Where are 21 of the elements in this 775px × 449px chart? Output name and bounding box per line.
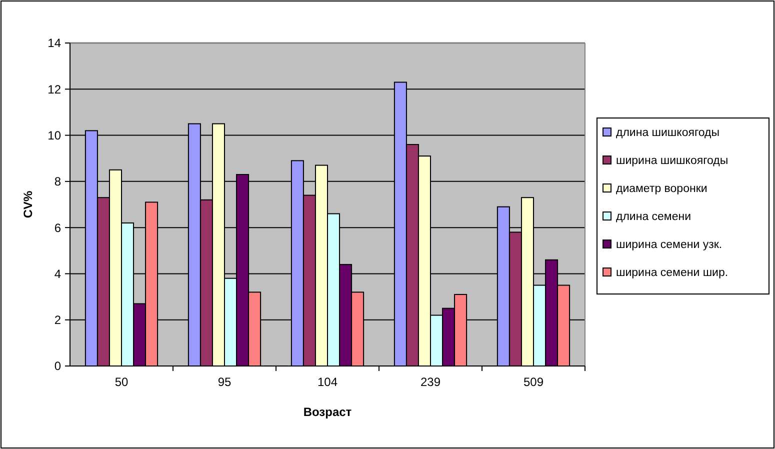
y-tick-label: 12 xyxy=(48,82,62,96)
legend-label: диаметр воронки xyxy=(616,183,708,195)
x-tick-label: 50 xyxy=(114,375,128,389)
x-tick-label: 95 xyxy=(218,375,232,389)
y-tick-label: 6 xyxy=(54,220,62,235)
y-tick-label: 14 xyxy=(48,36,62,50)
legend-label: ширина шишкоягоды xyxy=(616,155,728,167)
legend-label: длина шишкоягоды xyxy=(616,127,720,139)
legend-label: ширина семени шир. xyxy=(616,267,728,279)
y-axis-title: CV% xyxy=(21,190,35,218)
x-axis-title: Возраст xyxy=(303,405,352,419)
legend-label: ширина семени узк. xyxy=(616,239,722,251)
y-tick-label: 8 xyxy=(54,174,62,189)
y-tick-label: 4 xyxy=(54,266,62,281)
y-tick-label: 0 xyxy=(54,359,62,374)
y-tick-label: 2 xyxy=(54,313,62,328)
x-tick-label: 104 xyxy=(317,375,338,389)
x-tick-label: 239 xyxy=(420,375,441,389)
y-tick-label: 10 xyxy=(48,128,62,142)
legend-label: длина семени xyxy=(616,211,692,223)
x-tick-label: 509 xyxy=(523,375,544,389)
